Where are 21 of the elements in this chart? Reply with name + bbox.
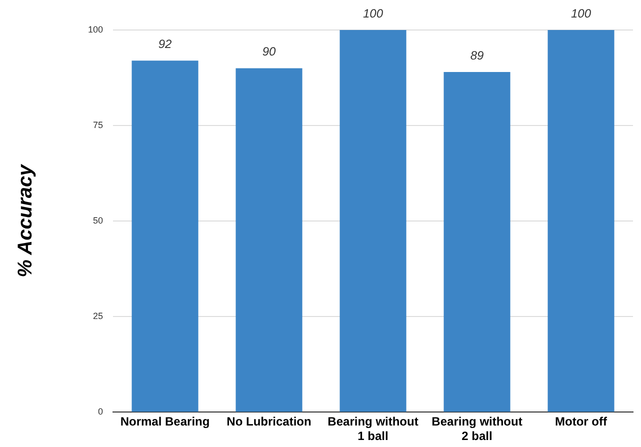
x-tick-label: Bearing without 2 ball	[432, 414, 522, 444]
data-label: 100	[362, 6, 384, 20]
y-tick-label: 100	[88, 24, 104, 34]
x-tick-label: Bearing without 1 ball	[328, 414, 418, 444]
x-tick-label: No Lubrication	[226, 414, 312, 429]
data-label: 100	[570, 6, 592, 20]
bar	[548, 30, 614, 412]
bar	[340, 30, 406, 412]
x-tick-label: Normal Bearing	[120, 414, 210, 429]
x-tick-label: Motor off	[555, 414, 608, 429]
y-axis-title: % Accuracy	[14, 164, 37, 278]
data-label: 90	[262, 44, 276, 59]
bar	[132, 60, 198, 412]
y-tick-label: 25	[93, 311, 104, 322]
data-label: 89	[470, 48, 484, 62]
bar	[444, 72, 510, 412]
data-label: 92	[158, 36, 172, 51]
y-tick-label: 0	[98, 406, 104, 417]
y-tick-label: 75	[93, 120, 104, 130]
y-tick-label: 50	[93, 216, 104, 226]
bar	[236, 68, 302, 412]
